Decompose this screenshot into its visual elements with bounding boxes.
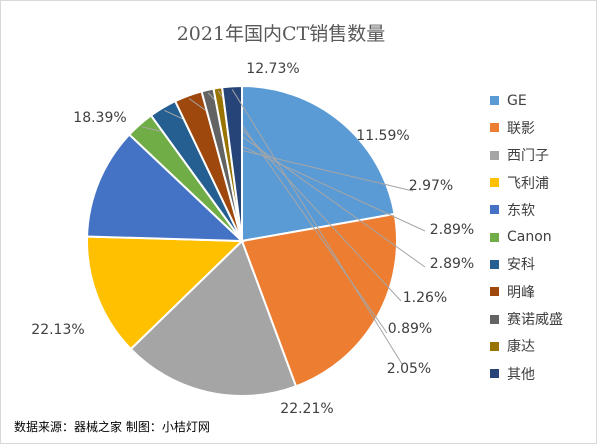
leader-line-10 xyxy=(217,90,388,334)
data-label-10: 0.89% xyxy=(388,321,432,337)
data-label-1: 22.21% xyxy=(280,401,333,417)
data-label-3: 18.39% xyxy=(73,110,126,126)
data-label-9: 1.26% xyxy=(403,290,447,306)
legend-label: 飞利浦 xyxy=(507,175,549,192)
pie-slice-3 xyxy=(129,239,298,397)
legend-swatch xyxy=(490,178,499,188)
legend-item: 康达 xyxy=(490,333,594,360)
legend-label: Canon xyxy=(507,229,552,246)
data-label-4: 12.73% xyxy=(246,61,299,77)
source-note: 数据来源：器械之家 制图：小桔灯网 xyxy=(14,420,210,434)
legend-swatch xyxy=(490,96,499,106)
data-label-6: 2.97% xyxy=(409,178,453,194)
legend-swatch xyxy=(490,341,499,351)
legend-label: 明峰 xyxy=(507,284,535,301)
legend-swatch xyxy=(490,369,499,379)
data-label-5: 11.59% xyxy=(356,128,409,144)
legend-swatch xyxy=(490,259,499,269)
legend-item: 明峰 xyxy=(490,278,594,305)
legend-label: GE xyxy=(507,92,527,109)
legend-item: 东软 xyxy=(490,196,594,223)
legend-label: 西门子 xyxy=(507,148,549,165)
pie-slice-4 xyxy=(86,235,245,351)
legend-label: 东软 xyxy=(507,202,535,219)
chart-title: 2021年国内CT销售数量 xyxy=(176,23,386,45)
data-label-8: 2.89% xyxy=(430,256,474,272)
data-label-7: 2.89% xyxy=(430,222,474,238)
legend-item: 赛诺威盛 xyxy=(490,305,594,332)
data-label-2: 22.13% xyxy=(31,322,84,338)
legend-swatch xyxy=(490,314,499,324)
legend-swatch xyxy=(490,287,499,297)
legend-label: 赛诺威盛 xyxy=(507,312,563,329)
legend-swatch xyxy=(490,123,499,133)
legend-item: 安科 xyxy=(490,251,594,278)
legend-item: 西门子 xyxy=(490,142,594,169)
leader-line-11 xyxy=(231,89,403,365)
legend-swatch xyxy=(490,150,499,160)
legend-label: 其他 xyxy=(507,366,535,383)
legend-item: GE xyxy=(490,87,594,114)
legend-swatch xyxy=(490,232,499,242)
legend-item: Canon xyxy=(490,223,594,250)
legend-item: 飞利浦 xyxy=(490,169,594,196)
legend-label: 康达 xyxy=(507,339,535,356)
chart-legend: GE 联影西门子飞利浦东软 Canon 安科明峰赛诺威盛康达其他 xyxy=(490,87,594,387)
legend-item: 联影 xyxy=(490,114,594,141)
pie-slice-5 xyxy=(86,133,245,243)
pie-slice-11 xyxy=(220,84,243,242)
legend-item: 其他 xyxy=(490,360,594,387)
pie-slice-1 xyxy=(241,84,396,243)
legend-swatch xyxy=(490,205,499,215)
legend-label: 安科 xyxy=(507,257,535,274)
data-label-11: 2.05% xyxy=(387,361,431,377)
legend-label: 联影 xyxy=(507,120,535,137)
